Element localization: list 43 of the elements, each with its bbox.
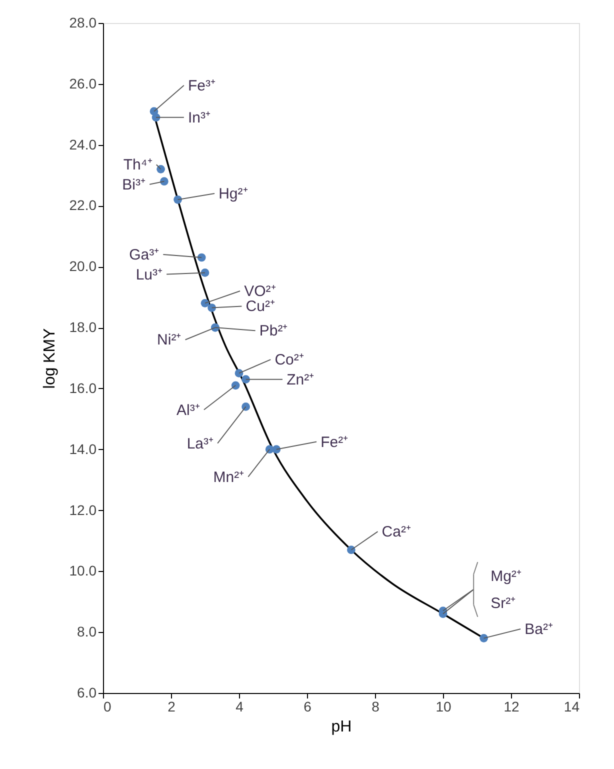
annotation: Zn²⁺: [286, 371, 314, 388]
annotation: Bi³⁺: [122, 176, 146, 194]
x-tick-label: 12: [504, 698, 520, 714]
annotation: Al³⁺: [176, 402, 200, 419]
annotation: In³⁺: [188, 109, 211, 126]
y-tick-label: 24.0: [69, 136, 97, 152]
annotation: Ga³⁺: [129, 246, 160, 264]
y-tick-label: 28.0: [69, 14, 97, 30]
annotation: Fe²⁺: [320, 434, 348, 451]
x-tick-label: 6: [304, 698, 312, 714]
annotation: Fe³⁺: [188, 77, 216, 94]
y-tick-label: 16.0: [69, 380, 97, 396]
y-tick-label: 12.0: [69, 502, 97, 518]
x-axis-title: pH: [331, 718, 352, 736]
annotation: Th⁴⁺: [123, 156, 152, 174]
y-tick-label: 22.0: [69, 197, 97, 214]
annotation: VO²⁺: [244, 283, 276, 300]
x-tick-label: 14: [564, 698, 580, 714]
y-tick-label: 8.0: [77, 624, 97, 640]
x-tick-label: 4: [236, 698, 244, 714]
y-tick-label: 6.0: [77, 684, 97, 700]
x-tick-label: 10: [436, 698, 452, 714]
annotation: Mn²⁺: [213, 468, 244, 486]
annotation: Ba²⁺: [524, 621, 553, 638]
annotation: Ni²⁺: [157, 332, 182, 349]
y-tick-label: 26.0: [69, 75, 97, 92]
x-tick-label: 8: [372, 698, 380, 714]
annotation: Cu²⁺: [246, 298, 275, 316]
annotation: Pb²⁺: [259, 322, 288, 340]
annotation: La³⁺: [186, 435, 214, 452]
y-tick-label: 20.0: [69, 258, 97, 274]
annotation: Co²⁺: [274, 352, 304, 369]
x-tick-label: 0: [104, 698, 112, 714]
annotation: Sr²⁺: [490, 595, 516, 612]
x-tick-label: 2: [168, 698, 176, 714]
y-tick-label: 10.0: [69, 562, 97, 579]
y-tick-label: 14.0: [69, 440, 97, 457]
annotation: Ca²⁺: [382, 524, 411, 541]
y-axis-title: log KMY: [41, 328, 58, 389]
annotation: Hg²⁺: [218, 186, 248, 203]
annotation: Mg²⁺: [490, 568, 522, 585]
y-tick-label: 18.0: [69, 319, 97, 336]
annotation: Lu³⁺: [136, 266, 162, 284]
